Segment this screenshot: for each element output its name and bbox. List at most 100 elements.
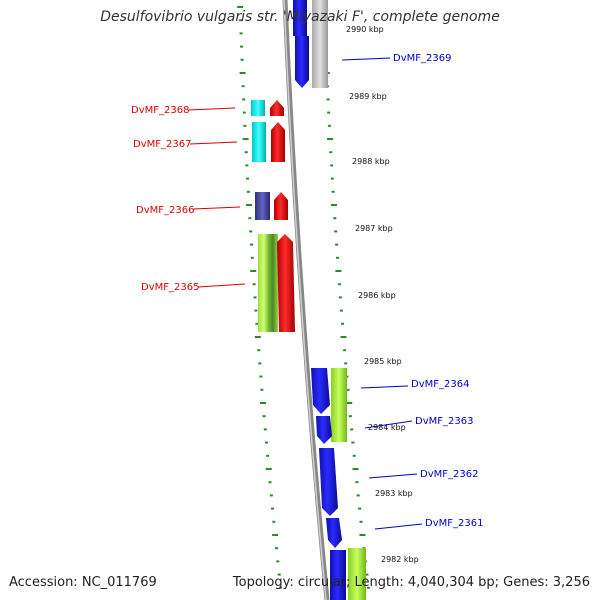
accession-text: Accession: NC_011769 bbox=[9, 575, 157, 590]
minor-tick-mark bbox=[240, 58, 244, 61]
minor-tick-mark bbox=[358, 507, 362, 510]
tick-label: 2982 kbp bbox=[381, 555, 419, 564]
minor-tick-mark bbox=[244, 151, 248, 154]
minor-tick-mark bbox=[246, 177, 250, 180]
minor-tick-mark bbox=[327, 124, 331, 127]
minor-tick-mark bbox=[240, 45, 244, 48]
minor-tick-mark bbox=[326, 98, 330, 101]
minor-tick-mark bbox=[333, 217, 337, 220]
major-tick-mark bbox=[260, 402, 266, 404]
minor-tick-mark bbox=[331, 190, 335, 193]
gene-glyph bbox=[271, 122, 285, 162]
gene-label-dvmf-2366[interactable]: DvMF_2366 bbox=[136, 205, 194, 216]
minor-tick-mark bbox=[250, 243, 253, 246]
gene-label-leader bbox=[360, 385, 409, 389]
minor-tick-mark bbox=[336, 256, 339, 259]
major-tick-mark bbox=[331, 204, 337, 206]
minor-tick-mark bbox=[269, 494, 273, 497]
major-tick-mark bbox=[242, 138, 249, 140]
gene-label-leader bbox=[374, 523, 423, 530]
gene-label-dvmf-2365[interactable]: DvMF_2365 bbox=[141, 282, 199, 293]
minor-tick-mark bbox=[365, 573, 369, 576]
minor-tick-mark bbox=[271, 507, 274, 510]
minor-tick-mark bbox=[245, 164, 249, 167]
major-tick-mark bbox=[250, 270, 257, 272]
tick-label: 2989 kbp bbox=[349, 92, 387, 101]
major-tick-mark bbox=[359, 534, 366, 536]
minor-tick-mark bbox=[241, 85, 245, 88]
gene-dvmf-2368-glyphs bbox=[251, 100, 284, 116]
minor-tick-mark bbox=[242, 98, 246, 101]
minor-tick-mark bbox=[242, 111, 246, 114]
minor-tick-mark bbox=[264, 441, 268, 444]
gene-label-dvmf-2364[interactable]: DvMF_2364 bbox=[411, 379, 469, 390]
tick-labels: 2990 kbp 2989 kbp 2988 kbp 2987 kbp 2986… bbox=[342, 24, 419, 564]
major-tick-mark bbox=[346, 402, 353, 404]
minor-tick-mark bbox=[330, 164, 334, 167]
minor-tick-mark bbox=[329, 151, 333, 154]
minor-tick-mark bbox=[263, 428, 267, 431]
gene-label-dvmf-2363[interactable]: DvMF_2363 bbox=[415, 416, 473, 427]
gene-dvmf-2363-glyphs bbox=[316, 416, 332, 444]
gene-label-dvmf-2368[interactable]: DvMF_2368 bbox=[131, 105, 189, 116]
genome-backbone-highlight bbox=[283, 0, 327, 600]
minor-tick-mark bbox=[276, 560, 280, 563]
minor-tick-mark bbox=[346, 388, 350, 391]
minor-tick-mark bbox=[268, 481, 272, 484]
gene-glyph bbox=[295, 36, 309, 88]
minor-tick-mark bbox=[351, 441, 355, 444]
minor-tick-mark bbox=[258, 362, 262, 365]
gene-label-leader bbox=[189, 141, 238, 145]
minor-tick-mark bbox=[356, 494, 360, 497]
tick-label: 2984 kbp bbox=[368, 423, 406, 432]
gene-glyph bbox=[319, 448, 338, 516]
major-tick-mark bbox=[272, 534, 279, 536]
minor-tick-mark bbox=[277, 573, 281, 576]
gene-label-leader bbox=[364, 420, 413, 429]
gene-dvmf-2365-glyphs bbox=[258, 234, 295, 332]
gene-label-dvmf-2367[interactable]: DvMF_2367 bbox=[133, 139, 191, 150]
gene-glyph bbox=[270, 100, 284, 116]
minor-tick-mark bbox=[350, 428, 354, 431]
minor-tick-mark bbox=[344, 362, 348, 365]
minor-tick-mark bbox=[355, 481, 359, 484]
major-tick-mark bbox=[265, 468, 272, 470]
right-gene-labels: DvMF_2369 DvMF_2364 DvMF_2363 DvMF_2362 … bbox=[341, 53, 483, 530]
minor-tick-mark bbox=[250, 256, 254, 259]
minor-tick-mark bbox=[239, 19, 243, 22]
gene-glyph bbox=[277, 234, 295, 332]
minor-tick-mark bbox=[252, 283, 256, 286]
minor-tick-mark bbox=[246, 190, 250, 193]
gene-label-dvmf-2369[interactable]: DvMF_2369 bbox=[393, 53, 451, 64]
gene-label-dvmf-2361[interactable]: DvMF_2361 bbox=[425, 518, 483, 529]
major-tick-mark bbox=[340, 336, 347, 338]
gene-dvmf-2362-glyphs bbox=[319, 448, 338, 516]
major-tick-mark bbox=[237, 6, 244, 8]
minor-tick-mark bbox=[243, 124, 247, 127]
tick-label: 2988 kbp bbox=[352, 157, 390, 166]
minor-tick-mark bbox=[359, 520, 363, 523]
minor-tick-mark bbox=[272, 520, 276, 523]
major-tick-mark bbox=[327, 138, 334, 140]
gene-label-leader bbox=[192, 206, 241, 210]
major-tick-mark bbox=[335, 270, 342, 272]
major-tick-mark bbox=[352, 468, 359, 470]
gene-glyph bbox=[331, 368, 347, 442]
minor-tick-mark bbox=[366, 586, 370, 589]
gene-dvmf-2369-glyphs bbox=[293, 0, 328, 88]
left-dotted-track bbox=[237, 6, 283, 589]
minor-tick-mark bbox=[275, 547, 278, 550]
minor-tick-mark bbox=[248, 217, 252, 220]
minor-tick-mark bbox=[260, 388, 264, 391]
gene-label-dvmf-2362[interactable]: DvMF_2362 bbox=[420, 469, 478, 480]
minor-tick-mark bbox=[330, 177, 334, 180]
tick-label-bg bbox=[342, 24, 388, 34]
minor-tick-mark bbox=[279, 586, 283, 589]
gene-glyph bbox=[316, 416, 332, 444]
gene-glyph bbox=[293, 0, 307, 36]
gene-dvmf-2361-glyphs bbox=[326, 518, 366, 600]
gene-glyph bbox=[255, 192, 270, 220]
minor-tick-mark bbox=[249, 230, 253, 233]
minor-tick-mark bbox=[266, 454, 270, 457]
